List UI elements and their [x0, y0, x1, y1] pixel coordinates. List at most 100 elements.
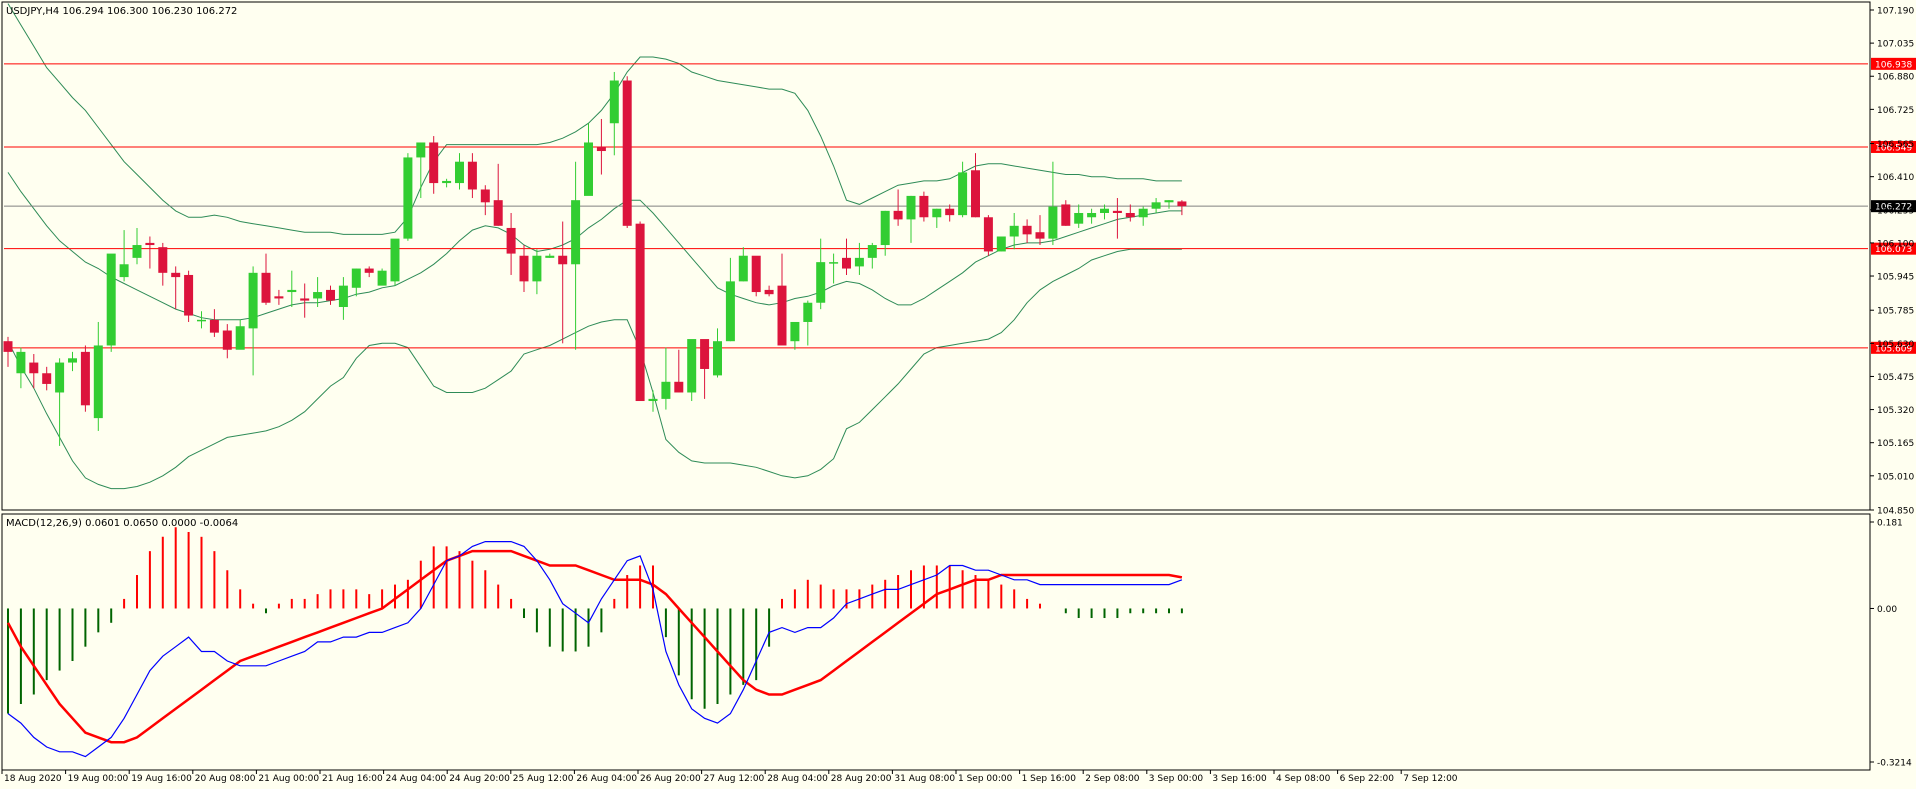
candle-body [1035, 232, 1045, 239]
bearish-candle [519, 245, 529, 293]
candle-body [68, 358, 77, 363]
candle-body [700, 339, 710, 369]
candle-body [338, 285, 348, 308]
candle-body [571, 200, 581, 265]
candle-body [132, 245, 142, 258]
candle-body [829, 262, 839, 264]
price-tick-label: 105.165 [1877, 439, 1914, 449]
candle-body [1009, 225, 1019, 237]
bullish-candle [1138, 206, 1148, 226]
time-tick-label: 4 Sep 08:00 [1276, 774, 1331, 784]
candle-body [1138, 208, 1148, 218]
candle-body [351, 268, 361, 288]
level-price-tag [1871, 57, 1916, 70]
level-price-tag [1871, 341, 1916, 354]
price-tick-label: 106.565 [1877, 140, 1914, 150]
bullish-candle [532, 249, 542, 295]
bearish-candle [158, 242, 168, 286]
bullish-candle [1048, 161, 1058, 246]
time-tick-label: 18 Aug 2020 [4, 774, 62, 784]
bullish-candle [68, 351, 77, 372]
price-tick-label: 105.785 [1877, 307, 1914, 317]
bullish-candle [235, 319, 245, 350]
bearish-candle [493, 163, 503, 226]
bullish-candle [1100, 204, 1109, 220]
candle-body [429, 142, 439, 184]
time-tick-label: 1 Sep 16:00 [1022, 774, 1077, 784]
bullish-candle [932, 208, 942, 228]
candle-body [945, 208, 955, 216]
bullish-candle [55, 358, 65, 446]
bearish-candle [919, 191, 929, 222]
bullish-candle [816, 238, 826, 310]
time-tick-label: 1 Sep 00:00 [958, 774, 1013, 784]
candle-body [1022, 225, 1032, 235]
price-tick-label: 106.255 [1877, 206, 1914, 216]
bullish-candle [584, 123, 593, 196]
candle-body [506, 227, 516, 254]
horizontal-levels[interactable]: 106.938 106.549 106.073 105.609 106.272 [4, 57, 1916, 354]
level-price-tag [1871, 242, 1916, 255]
bearish-candle [777, 253, 787, 346]
bullish-candle [313, 277, 323, 308]
main-price-panel[interactable] [1, 1, 1871, 511]
candle-body [725, 281, 735, 342]
bearish-candle [1177, 200, 1187, 216]
bearish-candle [558, 221, 568, 344]
bearish-candle [364, 266, 374, 278]
bullish-candle [351, 268, 361, 297]
time-tick-label: 6 Sep 22:00 [1340, 774, 1395, 784]
bearish-candle [1112, 198, 1122, 239]
bearish-candle [971, 153, 980, 218]
bullish-candle [1164, 200, 1174, 209]
candle-body [209, 319, 219, 333]
candle-body [313, 292, 323, 299]
bearish-candle [467, 153, 477, 199]
price-tick-label: 107.190 [1877, 7, 1914, 17]
macd-tick-label: 0.00 [1877, 605, 1897, 615]
bullish-candle [1151, 198, 1161, 213]
bullish-candle [377, 268, 387, 286]
candle-body [532, 255, 542, 282]
macd-tick-label: 0.181 [1877, 519, 1903, 529]
bearish-candle [674, 349, 684, 393]
bullish-candle [609, 71, 619, 156]
bullish-candle [545, 253, 555, 258]
time-tick-label: 28 Aug 04:00 [767, 774, 828, 784]
time-tick-label: 19 Aug 16:00 [131, 774, 192, 784]
macd-panel[interactable] [1, 513, 1871, 771]
time-tick-label: 26 Aug 04:00 [576, 774, 637, 784]
candle-body [1100, 208, 1109, 213]
time-tick-label: 25 Aug 12:00 [513, 774, 574, 784]
bullish-candle [687, 339, 697, 402]
bearish-candle [42, 366, 52, 391]
bearish-candle [3, 336, 13, 367]
candle-body [416, 142, 426, 158]
bullish-candle [829, 253, 839, 284]
bearish-candle [209, 309, 219, 337]
bullish-candle [287, 270, 297, 308]
price-tick-label: 107.035 [1877, 40, 1914, 50]
price-tick-label: 106.410 [1877, 173, 1914, 183]
candle-body [751, 255, 761, 293]
bearish-candle [1035, 215, 1045, 246]
macd-tick-label: -0.3214 [1877, 759, 1912, 769]
bearish-candle [945, 204, 955, 222]
candle-body [545, 255, 555, 258]
level-price-label: 106.073 [1875, 245, 1912, 255]
bearish-candle [222, 324, 232, 359]
bearish-candle [274, 289, 284, 305]
candle-body [467, 161, 477, 190]
candles [3, 71, 1187, 446]
candle-body [261, 272, 271, 303]
macd-indicator: 0.181 0.00 -0.3214 [6, 519, 1912, 769]
bullish-candle [880, 210, 890, 256]
candle-body [145, 242, 155, 246]
candle-body [1151, 202, 1161, 209]
level-price-tag [1871, 140, 1916, 153]
level-price-label: 106.549 [1875, 143, 1912, 153]
price-tick-label: 105.945 [1877, 273, 1914, 283]
candle-body [880, 210, 890, 246]
bollinger-lower-line [7, 248, 1182, 490]
